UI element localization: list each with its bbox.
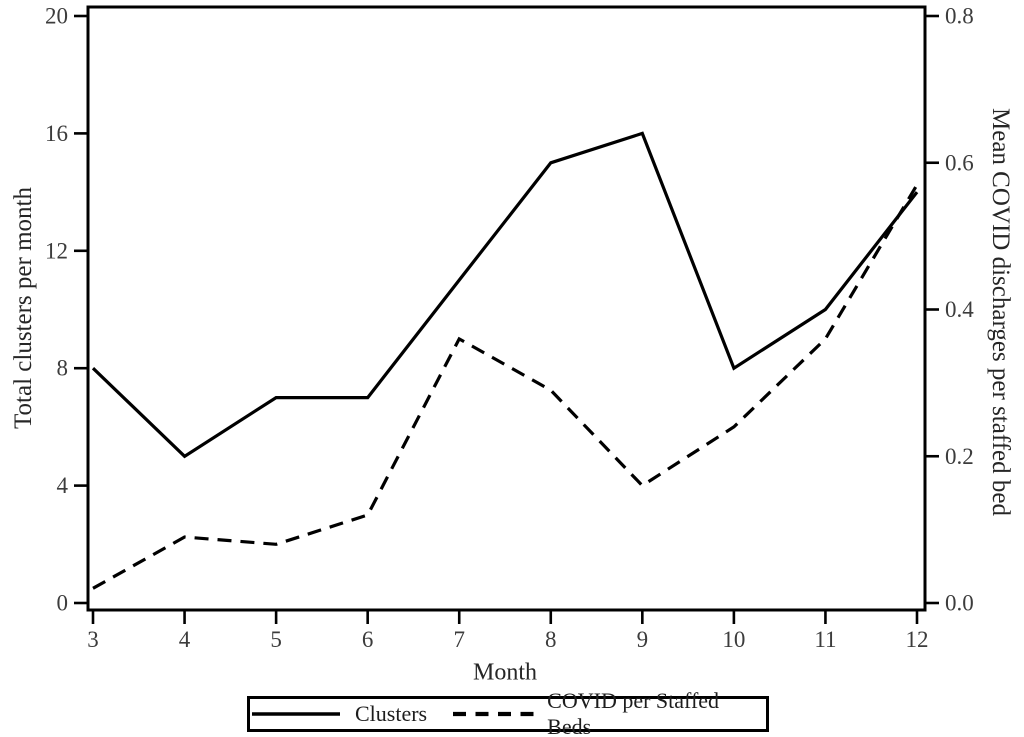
x-axis-tick-label: 10	[722, 627, 745, 652]
clusters-line-swatch	[252, 712, 340, 716]
left-axis-tick-label: 4	[57, 473, 69, 498]
x-axis-tick-label: 9	[637, 627, 649, 652]
legend-item-covid: COVID per Staffed Beds	[453, 688, 766, 737]
series-line-clusters	[91, 131, 919, 459]
x-axis-tick-label: 7	[453, 627, 465, 652]
right-axis-tick-label: 0.4	[945, 297, 974, 322]
legend: Clusters COVID per Staffed Beds	[247, 688, 769, 737]
left-axis-tick-label: 16	[45, 121, 68, 146]
left-axis-tick-label: 8	[57, 356, 69, 381]
right-axis-title: Mean COVID discharges per staffed bed	[987, 108, 1014, 516]
left-axis-tick-label: 12	[45, 238, 68, 263]
plot-frame	[86, 5, 927, 612]
x-axis-tick-label: 6	[362, 627, 374, 652]
right-axis-tick-label: 0.6	[945, 150, 974, 175]
left-axis-tick-label: 0	[57, 591, 69, 616]
left-axis-tick-label: 20	[45, 4, 68, 29]
x-axis-tick-label: 11	[814, 627, 836, 652]
x-axis-tick-label: 12	[906, 627, 929, 652]
x-axis-title: Month	[472, 659, 538, 686]
right-axis-tick-label: 0.8	[945, 4, 974, 29]
x-axis-tick-label: 8	[545, 627, 557, 652]
series-line-covid	[92, 183, 919, 590]
right-axis-tick-label: 0.0	[945, 591, 974, 616]
x-axis-tick-label: 5	[270, 627, 282, 652]
x-axis-tick-label: 3	[87, 627, 99, 652]
covid-line-swatch	[453, 711, 535, 717]
legend-label-clusters: Clusters	[355, 701, 428, 726]
legend-item-clusters: Clusters	[250, 701, 427, 727]
right-axis-tick-label: 0.2	[945, 444, 974, 469]
left-axis-title: Total clusters per month	[10, 187, 37, 429]
legend-label-covid: COVID per Staffed Beds	[547, 688, 720, 737]
x-axis-tick-label: 4	[179, 627, 191, 652]
